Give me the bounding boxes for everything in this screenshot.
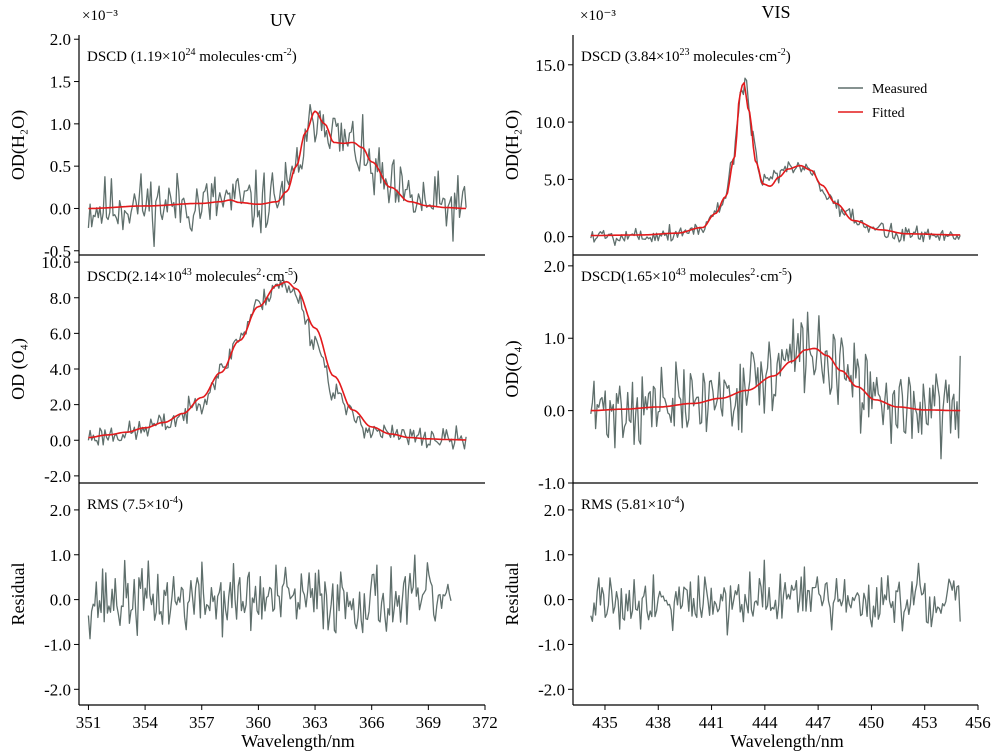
- vis-xlabel: Wavelength/nm: [730, 731, 844, 751]
- panel-vis-h2o: 0.0 5.0 10.0 15.0 OD(H₂O) DSCD (3.84×1023 mol…: [502, 35, 978, 256]
- vis-title: VIS: [761, 2, 790, 22]
- vis-h2o-ylabel: OD(H₂O): [502, 110, 523, 180]
- vis-res-ylabel: Residual: [502, 563, 522, 626]
- vis-multiplier: ×10⁻³: [580, 8, 616, 24]
- vis-res-xtick-label: 453: [912, 713, 938, 732]
- uv-res-xtick-label: 363: [302, 713, 328, 732]
- vis-res-annotation: RMS (5.81×10-4): [581, 495, 684, 513]
- panel-uv-res: -2.0 -1.0 0.0 1.0 2.0 351 354 357 360 363 366 369 37…: [8, 483, 498, 732]
- panel-vis-res: -2.0 -1.0 0.0 1.0 2.0 435 438 441 444 447 450 453 45…: [502, 483, 991, 732]
- uv-res-xtick-label: 357: [189, 713, 215, 732]
- uv-res-xtick-label: 369: [416, 713, 442, 732]
- uv-o4-ytick-label: 0.0: [50, 431, 71, 450]
- vis-h2o-ytick-label: 10.0: [535, 113, 565, 132]
- vis-res-xtick-label: 438: [646, 713, 672, 732]
- uv-res-xtick-label: 366: [359, 713, 385, 732]
- uv-o4-ytick-label: 2.0: [50, 396, 71, 415]
- uv-res-ytick-label: 0.0: [50, 591, 71, 610]
- uv-res-series-residual: [87, 554, 452, 640]
- vis-o4-series-fitted: [590, 347, 961, 412]
- uv-res-ylabel: Residual: [8, 563, 28, 626]
- uv-h2o-ytick-label: 1.0: [50, 115, 71, 134]
- vis-o4-ytick-label: 1.0: [544, 329, 565, 348]
- vis-h2o-series-measured: [590, 77, 961, 247]
- panel-uv-h2o: -0.5 0.0 0.5 1.0 1.5 2.0 OD(H₂O) DSCD (1.19×102…: [8, 30, 485, 261]
- uv-h2o-ytick-label: 0.5: [50, 157, 71, 176]
- vis-res-xtick-label: 456: [965, 713, 991, 732]
- uv-res-annotation: RMS (7.5×10-4): [87, 495, 183, 513]
- panel-vis-o4: -1.0 0.0 1.0 2.0 OD(O₄) DSCD(1.65×1043 molecu…: [502, 255, 978, 493]
- uv-res-ytick-label: 2.0: [50, 501, 71, 520]
- uv-res-ytick-label: 1.0: [50, 546, 71, 565]
- uv-xlabel: Wavelength/nm: [241, 731, 355, 751]
- uv-h2o-series-measured: [87, 103, 467, 248]
- legend-fitted-label: Fitted: [872, 106, 905, 121]
- uv-h2o-series-fitted: [88, 110, 467, 210]
- vis-res-ytick-label: -2.0: [538, 680, 565, 699]
- uv-o4-ytick-label: 4.0: [50, 360, 71, 379]
- vis-res-ytick-label: -1.0: [538, 635, 565, 654]
- vis-o4-ylabel: OD(O₄): [502, 340, 523, 397]
- vis-res-xtick-label: 444: [752, 713, 778, 732]
- panel-uv-o4: -2.0 0.0 2.0 4.0 6.0 8.0 10.0 OD (O₄) DSCD(2.14×…: [8, 253, 485, 486]
- vis-h2o-ytick-label: 0.0: [544, 228, 565, 247]
- vis-o4-ytick-label: -1.0: [538, 474, 565, 493]
- uv-o4-series-measured: [87, 279, 467, 450]
- vis-res-xtick-label: 441: [699, 713, 725, 732]
- uv-o4-series-fitted: [88, 280, 467, 441]
- uv-res-xtick-label: 351: [76, 713, 102, 732]
- uv-title: UV: [270, 10, 296, 30]
- vis-res-xtick-label: 450: [859, 713, 885, 732]
- uv-res-ytick-label: -1.0: [44, 635, 71, 654]
- vis-h2o-annotation: DSCD (3.84×1023 molecules·cm-2): [581, 47, 791, 65]
- vis-o4-annotation: DSCD(1.65×1043 molecules2·cm-5): [581, 267, 792, 285]
- vis-res-series-residual: [590, 559, 961, 636]
- vis-h2o-ytick-label: 5.0: [544, 170, 565, 189]
- uv-res-ytick-label: -2.0: [44, 680, 71, 699]
- vis-res-ytick-label: 2.0: [544, 501, 565, 520]
- uv-h2o-ytick-label: -0.5: [44, 242, 71, 261]
- vis-res-ytick-label: 0.0: [544, 591, 565, 610]
- uv-h2o-ylabel: OD(H₂O): [8, 110, 29, 180]
- vis-res-ytick-label: 1.0: [544, 546, 565, 565]
- uv-h2o-ytick-label: 0.0: [50, 199, 71, 218]
- uv-o4-ylabel: OD (O₄): [8, 338, 29, 400]
- vis-o4-series-measured: [590, 311, 961, 460]
- uv-h2o-ytick-label: 1.5: [50, 73, 71, 92]
- vis-res-xtick-label: 447: [805, 713, 831, 732]
- uv-o4-ytick-label: 6.0: [50, 324, 71, 343]
- uv-o4-ytick-label: -2.0: [44, 467, 71, 486]
- legend-measured-label: Measured: [872, 82, 927, 97]
- uv-h2o-ytick-label: 2.0: [50, 30, 71, 49]
- uv-h2o-annotation: DSCD (1.19×1024 molecules·cm-2): [87, 47, 297, 65]
- uv-multiplier: ×10⁻³: [82, 8, 118, 24]
- uv-res-xtick-label: 372: [472, 713, 498, 732]
- vis-o4-ytick-label: 0.0: [544, 402, 565, 421]
- vis-res-xtick-label: 435: [592, 713, 618, 732]
- uv-o4-ytick-label: 10.0: [41, 253, 71, 272]
- vis-o4-ytick-label: 2.0: [544, 257, 565, 276]
- vis-h2o-ytick-label: 15.0: [535, 56, 565, 75]
- uv-res-xtick-label: 354: [132, 713, 158, 732]
- uv-res-xtick-label: 360: [246, 713, 272, 732]
- vis-h2o-series-fitted: [590, 82, 961, 237]
- uv-o4-ytick-label: 8.0: [50, 289, 71, 308]
- uv-o4-annotation: DSCD(2.14×1043 molecules2·cm-5): [87, 267, 298, 285]
